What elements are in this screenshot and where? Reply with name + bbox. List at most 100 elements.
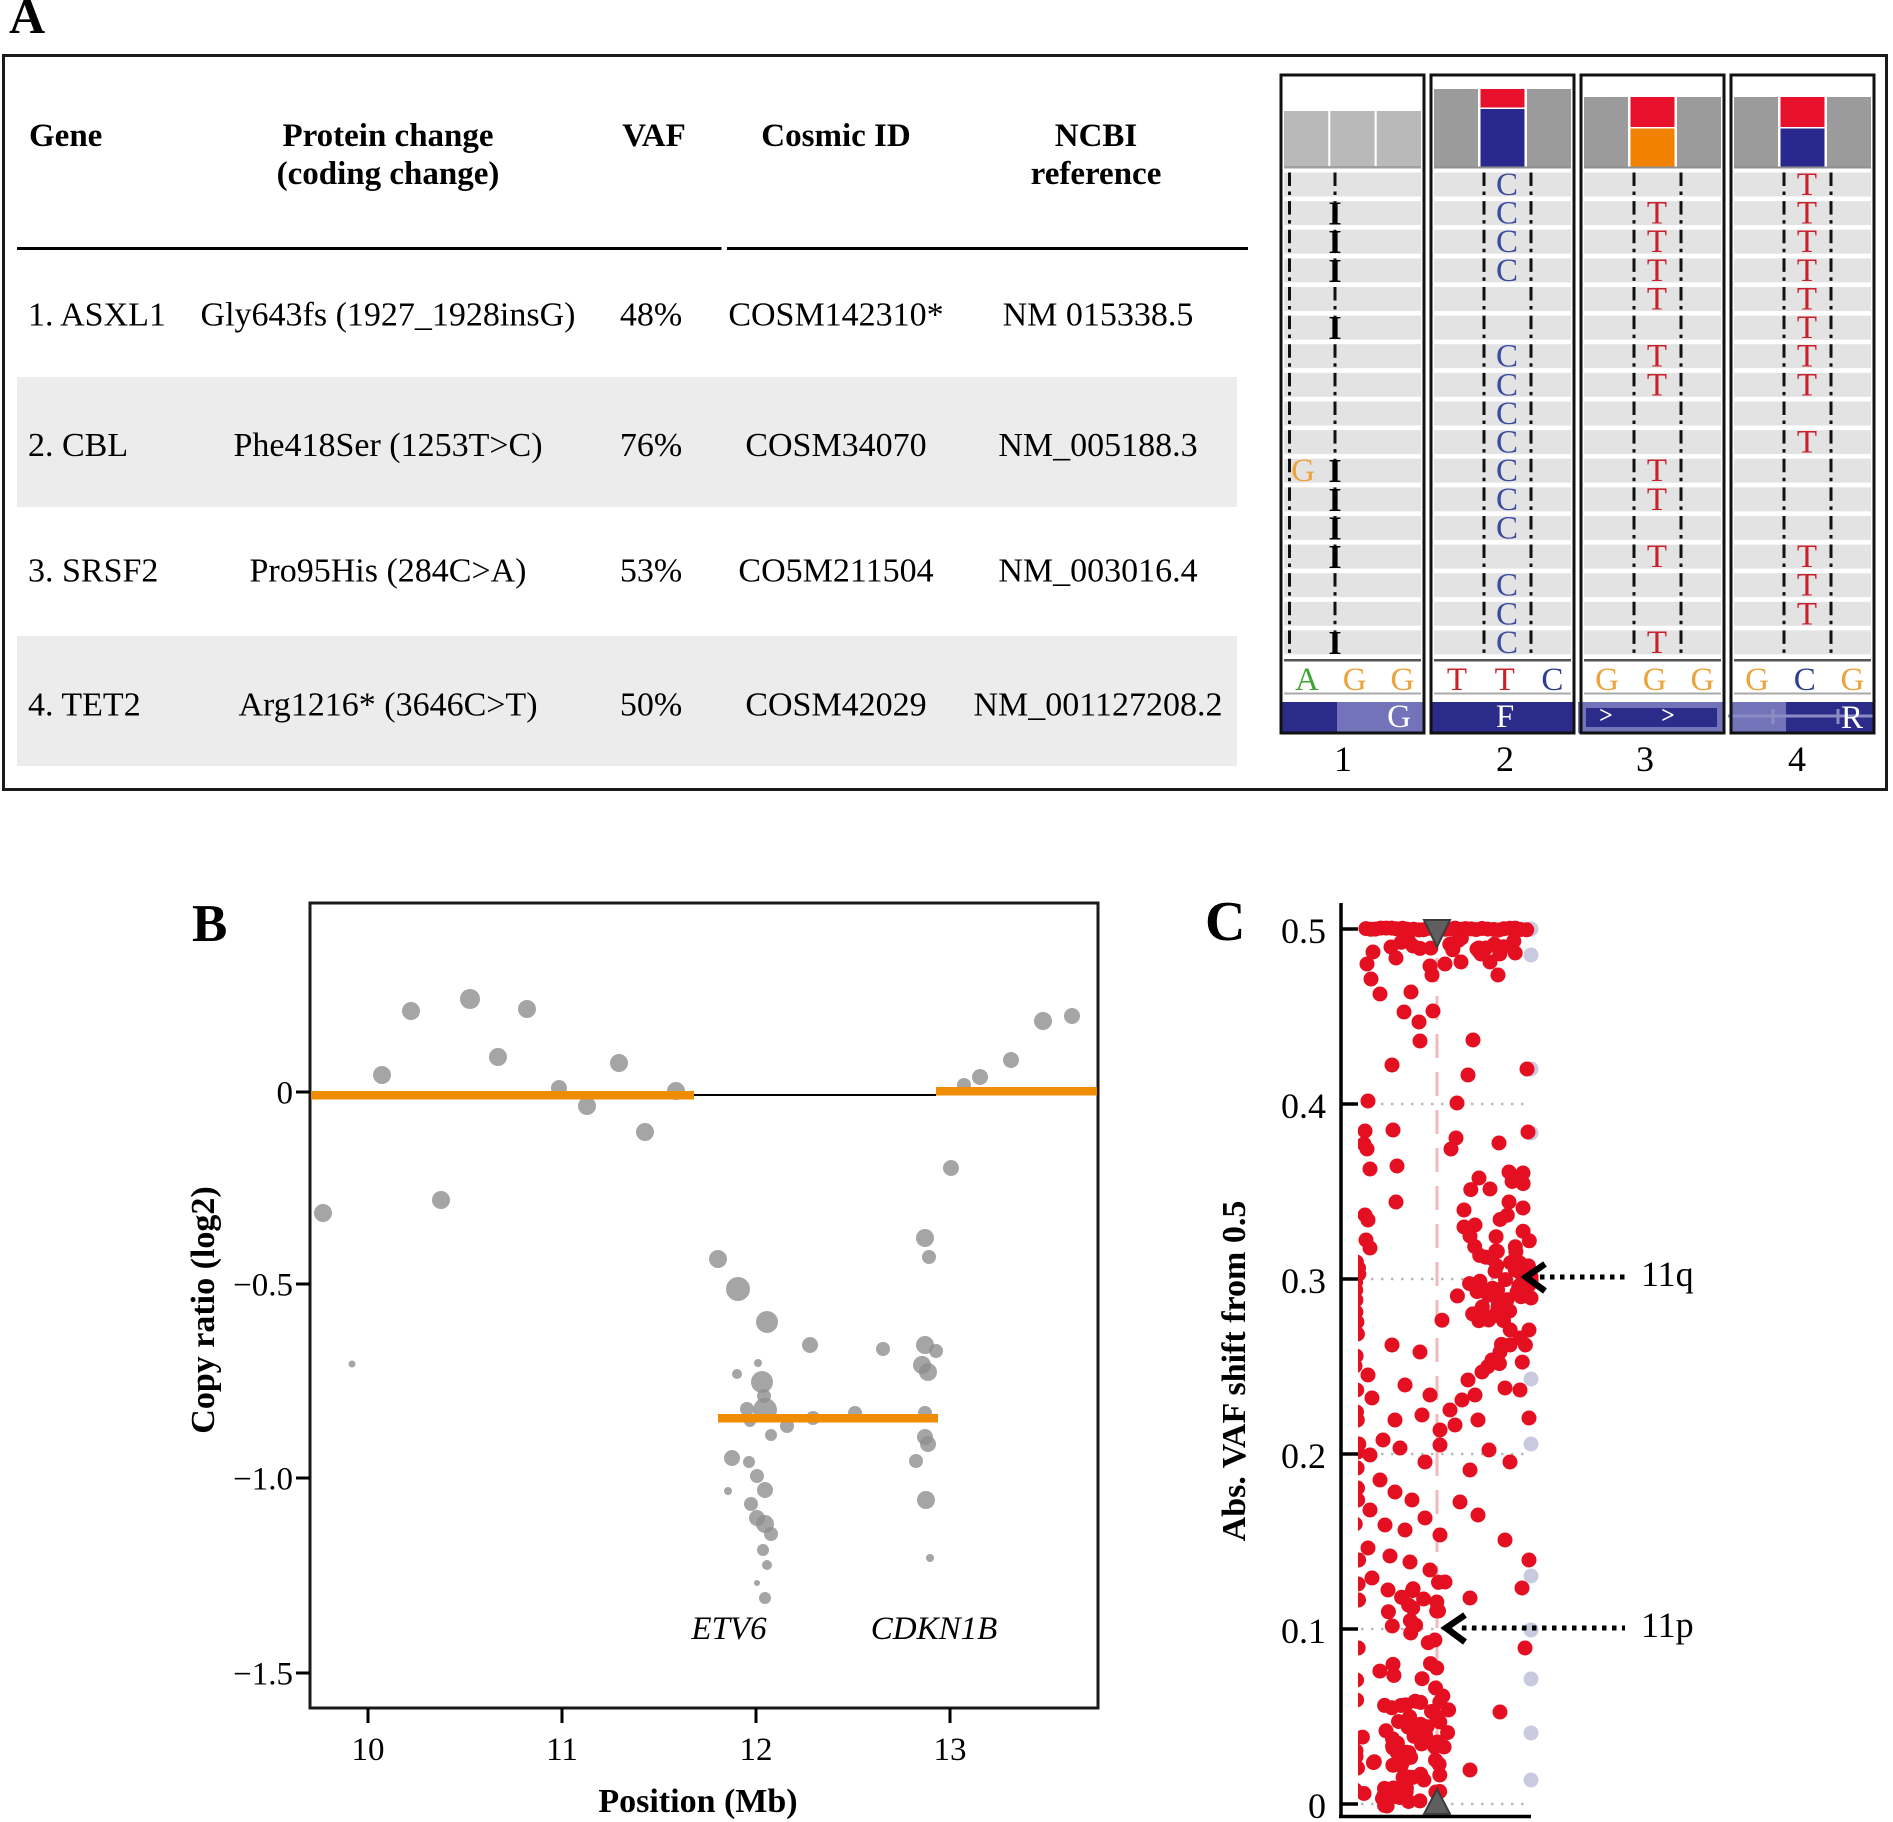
svg-text:T: T — [1797, 253, 1817, 289]
svg-text:0.4: 0.4 — [1281, 1086, 1326, 1126]
svg-text:T: T — [1797, 282, 1817, 318]
svg-text:−0.5: −0.5 — [233, 1268, 293, 1304]
svg-text:Cosmic ID: Cosmic ID — [761, 118, 910, 154]
svg-text:11: 11 — [546, 1732, 578, 1768]
svg-text:Protein change: Protein change — [282, 118, 493, 154]
svg-text:T: T — [1797, 224, 1817, 260]
svg-text:T: T — [1647, 367, 1667, 403]
svg-text:50%: 50% — [620, 687, 682, 724]
svg-text:T: T — [1797, 196, 1817, 232]
svg-text:C: C — [1496, 482, 1518, 518]
svg-text:C: C — [1541, 662, 1563, 698]
svg-text:A: A — [1295, 662, 1319, 698]
svg-text:NM_005188.3: NM_005188.3 — [998, 427, 1197, 464]
svg-text:T: T — [1647, 282, 1667, 318]
svg-text:F: F — [1496, 699, 1514, 735]
svg-text:I: I — [1328, 539, 1341, 576]
svg-text:Abs. VAF shift from 0.5: Abs. VAF shift from 0.5 — [1216, 1201, 1253, 1542]
svg-text:ETV6: ETV6 — [690, 1611, 767, 1647]
svg-text:Position (Mb): Position (Mb) — [598, 1783, 797, 1820]
svg-text:C: C — [1496, 196, 1518, 232]
svg-text:T: T — [1647, 253, 1667, 289]
svg-text:Gene: Gene — [29, 118, 102, 154]
svg-text:T: T — [1797, 310, 1817, 346]
svg-text:NM 015338.5: NM 015338.5 — [1003, 297, 1194, 334]
svg-text:T: T — [1647, 196, 1667, 232]
svg-text:11q: 11q — [1641, 1254, 1694, 1294]
svg-text:0.3: 0.3 — [1281, 1261, 1326, 1301]
svg-text:C: C — [1496, 568, 1518, 604]
svg-text:T: T — [1797, 568, 1817, 604]
svg-text:13: 13 — [934, 1732, 967, 1768]
svg-text:T: T — [1495, 662, 1515, 698]
svg-text:−1.0: −1.0 — [233, 1462, 293, 1498]
svg-text:>: > — [1599, 703, 1613, 729]
svg-text:G: G — [1595, 662, 1619, 698]
svg-text:T: T — [1647, 224, 1667, 260]
svg-text:T: T — [1797, 596, 1817, 632]
svg-text:G: G — [1390, 662, 1414, 698]
svg-text:(coding change): (coding change) — [277, 156, 500, 192]
svg-text:C: C — [1496, 167, 1518, 203]
svg-text:C: C — [1496, 453, 1518, 489]
svg-text:CDKN1B: CDKN1B — [871, 1611, 998, 1647]
svg-text:2: 2 — [1496, 739, 1514, 779]
svg-text:4: 4 — [1788, 739, 1806, 779]
svg-text:3: 3 — [1636, 739, 1654, 779]
svg-text:0: 0 — [1308, 1786, 1326, 1822]
svg-text:C: C — [1496, 396, 1518, 432]
svg-text:T: T — [1797, 539, 1817, 575]
svg-text:0: 0 — [277, 1076, 294, 1112]
svg-text:10: 10 — [352, 1732, 385, 1768]
svg-text:Gly643fs (1927_1928insG): Gly643fs (1927_1928insG) — [201, 297, 576, 334]
svg-text:I: I — [1328, 453, 1341, 490]
svg-text:1. ASXL1: 1. ASXL1 — [28, 297, 166, 334]
svg-text:C: C — [1496, 510, 1518, 546]
svg-text:G: G — [1745, 662, 1769, 698]
svg-text:NM_003016.4: NM_003016.4 — [998, 553, 1197, 590]
svg-text:C: C — [1496, 425, 1518, 461]
svg-text:T: T — [1447, 662, 1467, 698]
svg-text:G: G — [1690, 662, 1714, 698]
svg-text:C: C — [1496, 339, 1518, 375]
svg-text:I: I — [1328, 253, 1341, 290]
svg-text:0.1: 0.1 — [1281, 1611, 1326, 1651]
svg-text:−1.5: −1.5 — [233, 1657, 293, 1693]
svg-text:Pro95His (284C>A): Pro95His (284C>A) — [249, 553, 526, 590]
svg-text:T: T — [1647, 339, 1667, 375]
svg-text:G: G — [1840, 662, 1864, 698]
svg-text:COSM42029: COSM42029 — [745, 687, 926, 724]
svg-text:0.5: 0.5 — [1281, 911, 1326, 951]
svg-text:I: I — [1328, 224, 1341, 261]
svg-text:NCBI: NCBI — [1055, 118, 1138, 154]
svg-text:G: G — [1343, 662, 1367, 698]
svg-text:53%: 53% — [620, 553, 682, 590]
svg-text:COSM142310*: COSM142310* — [728, 297, 943, 334]
svg-text:Copy ratio (log2): Copy ratio (log2) — [185, 1186, 222, 1433]
svg-text:I: I — [1328, 196, 1341, 233]
svg-text:NM_001127208.2: NM_001127208.2 — [973, 687, 1222, 724]
svg-text:Arg1216* (3646C>T): Arg1216* (3646C>T) — [238, 687, 537, 724]
svg-text:T: T — [1797, 367, 1817, 403]
svg-text:T: T — [1797, 339, 1817, 375]
svg-text:11p: 11p — [1641, 1605, 1694, 1645]
svg-text:T: T — [1647, 539, 1667, 575]
svg-text:1: 1 — [1334, 739, 1352, 779]
svg-text:T: T — [1797, 425, 1817, 461]
svg-text:C: C — [1496, 253, 1518, 289]
svg-text:G: G — [1643, 662, 1667, 698]
svg-text:T: T — [1647, 482, 1667, 518]
svg-text:0.2: 0.2 — [1281, 1436, 1326, 1476]
svg-text:reference: reference — [1031, 156, 1162, 192]
svg-text:3. SRSF2: 3. SRSF2 — [28, 553, 158, 590]
svg-text:I: I — [1328, 510, 1341, 547]
svg-text:C: C — [1794, 662, 1816, 698]
svg-text:4. TET2: 4. TET2 — [28, 687, 141, 724]
svg-text:48%: 48% — [620, 297, 682, 334]
svg-text:76%: 76% — [620, 427, 682, 464]
svg-text:I: I — [1328, 625, 1341, 662]
svg-text:Phe418Ser (1253T>C): Phe418Ser (1253T>C) — [233, 427, 542, 464]
svg-text:T: T — [1647, 453, 1667, 489]
svg-text:T: T — [1647, 625, 1667, 661]
svg-text:COSM34070: COSM34070 — [745, 427, 926, 464]
